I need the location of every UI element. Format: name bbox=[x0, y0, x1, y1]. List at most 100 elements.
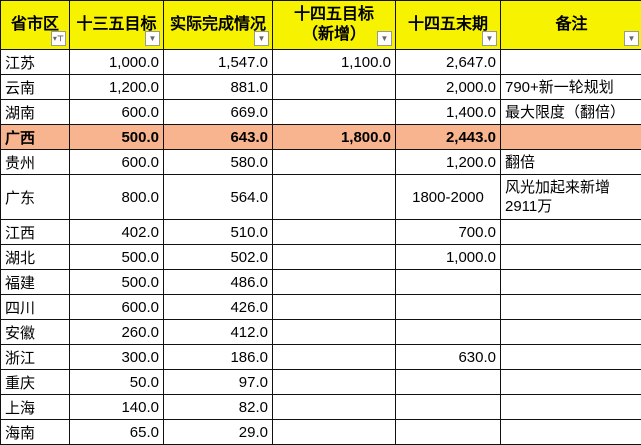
cell-notes[interactable] bbox=[501, 320, 641, 345]
cell-14th-end[interactable]: 1,000.0 bbox=[396, 245, 501, 270]
cell-notes[interactable] bbox=[501, 420, 641, 445]
cell-notes[interactable]: 翻倍 bbox=[501, 150, 641, 175]
cell-13th-target[interactable]: 600.0 bbox=[70, 150, 164, 175]
cell-14th-target[interactable] bbox=[273, 270, 396, 295]
cell-actual[interactable]: 426.0 bbox=[164, 295, 273, 320]
cell-actual[interactable]: 669.0 bbox=[164, 100, 273, 125]
cell-14th-end[interactable]: 1,400.0 bbox=[396, 100, 501, 125]
cell-14th-target[interactable] bbox=[273, 150, 396, 175]
cell-province[interactable]: 广东 bbox=[1, 175, 70, 220]
header-13th-target: 十三五目标▼ bbox=[70, 1, 164, 50]
cell-notes[interactable] bbox=[501, 395, 641, 420]
cell-13th-target[interactable]: 1,000.0 bbox=[70, 50, 164, 75]
cell-14th-target[interactable] bbox=[273, 345, 396, 370]
cell-province[interactable]: 贵州 bbox=[1, 150, 70, 175]
cell-13th-target[interactable]: 260.0 bbox=[70, 320, 164, 345]
cell-notes[interactable]: 最大限度（翻倍） bbox=[501, 100, 641, 125]
cell-actual[interactable]: 580.0 bbox=[164, 150, 273, 175]
cell-actual[interactable]: 502.0 bbox=[164, 245, 273, 270]
cell-14th-end[interactable]: 2,647.0 bbox=[396, 50, 501, 75]
cell-14th-target[interactable] bbox=[273, 320, 396, 345]
cell-13th-target[interactable]: 500.0 bbox=[70, 125, 164, 150]
cell-notes[interactable] bbox=[501, 220, 641, 245]
cell-14th-target[interactable]: 1,100.0 bbox=[273, 50, 396, 75]
cell-actual[interactable]: 643.0 bbox=[164, 125, 273, 150]
cell-actual[interactable]: 97.0 bbox=[164, 370, 273, 395]
cell-14th-end[interactable]: 2,443.0 bbox=[396, 125, 501, 150]
cell-13th-target[interactable]: 800.0 bbox=[70, 175, 164, 220]
cell-notes[interactable] bbox=[501, 125, 641, 150]
dropdown-icon[interactable]: ▼ bbox=[145, 31, 160, 46]
cell-province[interactable]: 安徽 bbox=[1, 320, 70, 345]
cell-13th-target[interactable]: 65.0 bbox=[70, 420, 164, 445]
cell-14th-end[interactable]: 700.0 bbox=[396, 220, 501, 245]
cell-province[interactable]: 广西 bbox=[1, 125, 70, 150]
header-actual: 实际完成情况▼ bbox=[164, 1, 273, 50]
cell-14th-end[interactable] bbox=[396, 395, 501, 420]
cell-13th-target[interactable]: 500.0 bbox=[70, 245, 164, 270]
cell-14th-target[interactable] bbox=[273, 175, 396, 220]
cell-14th-target[interactable] bbox=[273, 420, 396, 445]
cell-14th-target[interactable] bbox=[273, 295, 396, 320]
cell-14th-target[interactable] bbox=[273, 245, 396, 270]
cell-14th-end[interactable] bbox=[396, 270, 501, 295]
cell-province[interactable]: 浙江 bbox=[1, 345, 70, 370]
cell-13th-target[interactable]: 500.0 bbox=[70, 270, 164, 295]
cell-14th-target[interactable] bbox=[273, 75, 396, 100]
cell-actual[interactable]: 29.0 bbox=[164, 420, 273, 445]
cell-actual[interactable]: 412.0 bbox=[164, 320, 273, 345]
cell-province[interactable]: 福建 bbox=[1, 270, 70, 295]
cell-14th-target[interactable] bbox=[273, 395, 396, 420]
dropdown-icon[interactable]: ▼ bbox=[254, 31, 269, 46]
cell-notes[interactable] bbox=[501, 295, 641, 320]
cell-province[interactable]: 云南 bbox=[1, 75, 70, 100]
cell-14th-end[interactable]: 630.0 bbox=[396, 345, 501, 370]
cell-14th-end[interactable]: 1800-2000 bbox=[396, 175, 501, 220]
cell-13th-target[interactable]: 600.0 bbox=[70, 295, 164, 320]
cell-notes[interactable] bbox=[501, 270, 641, 295]
cell-13th-target[interactable]: 300.0 bbox=[70, 345, 164, 370]
cell-notes[interactable] bbox=[501, 50, 641, 75]
cell-14th-target[interactable] bbox=[273, 370, 396, 395]
cell-notes[interactable] bbox=[501, 345, 641, 370]
cell-14th-end[interactable] bbox=[396, 420, 501, 445]
cell-14th-target[interactable] bbox=[273, 220, 396, 245]
cell-notes[interactable]: 790+新一轮规划 bbox=[501, 75, 641, 100]
cell-province[interactable]: 江西 bbox=[1, 220, 70, 245]
filter-active-icon[interactable]: ▾⊤ bbox=[51, 31, 66, 46]
cell-14th-end[interactable]: 1,200.0 bbox=[396, 150, 501, 175]
dropdown-icon[interactable]: ▼ bbox=[624, 31, 639, 46]
cell-province[interactable]: 海南 bbox=[1, 420, 70, 445]
cell-actual[interactable]: 510.0 bbox=[164, 220, 273, 245]
cell-actual[interactable]: 186.0 bbox=[164, 345, 273, 370]
cell-actual[interactable]: 486.0 bbox=[164, 270, 273, 295]
dropdown-icon[interactable]: ▼ bbox=[482, 31, 497, 46]
cell-13th-target[interactable]: 50.0 bbox=[70, 370, 164, 395]
cell-province[interactable]: 江苏 bbox=[1, 50, 70, 75]
cell-14th-target[interactable] bbox=[273, 100, 396, 125]
cell-14th-end[interactable]: 2,000.0 bbox=[396, 75, 501, 100]
cell-14th-target[interactable]: 1,800.0 bbox=[273, 125, 396, 150]
cell-notes[interactable]: 风光加起来新增2911万 bbox=[501, 175, 641, 220]
cell-13th-target[interactable]: 600.0 bbox=[70, 100, 164, 125]
cell-province[interactable]: 四川 bbox=[1, 295, 70, 320]
cell-13th-target[interactable]: 1,200.0 bbox=[70, 75, 164, 100]
cell-province[interactable]: 湖北 bbox=[1, 245, 70, 270]
cell-13th-target[interactable]: 402.0 bbox=[70, 220, 164, 245]
cell-notes[interactable] bbox=[501, 245, 641, 270]
cell-province[interactable]: 重庆 bbox=[1, 370, 70, 395]
cell-actual[interactable]: 1,547.0 bbox=[164, 50, 273, 75]
cell-14th-end[interactable] bbox=[396, 370, 501, 395]
cell-province[interactable]: 上海 bbox=[1, 395, 70, 420]
cell-notes[interactable] bbox=[501, 370, 641, 395]
cell-actual[interactable]: 881.0 bbox=[164, 75, 273, 100]
dropdown-icon[interactable]: ▼ bbox=[377, 31, 392, 46]
cell-province[interactable]: 湖南 bbox=[1, 100, 70, 125]
cell-actual[interactable]: 82.0 bbox=[164, 395, 273, 420]
cell-14th-end[interactable] bbox=[396, 295, 501, 320]
cell-14th-end[interactable] bbox=[396, 320, 501, 345]
cell-actual[interactable]: 564.0 bbox=[164, 175, 273, 220]
cell-13th-target[interactable]: 140.0 bbox=[70, 395, 164, 420]
